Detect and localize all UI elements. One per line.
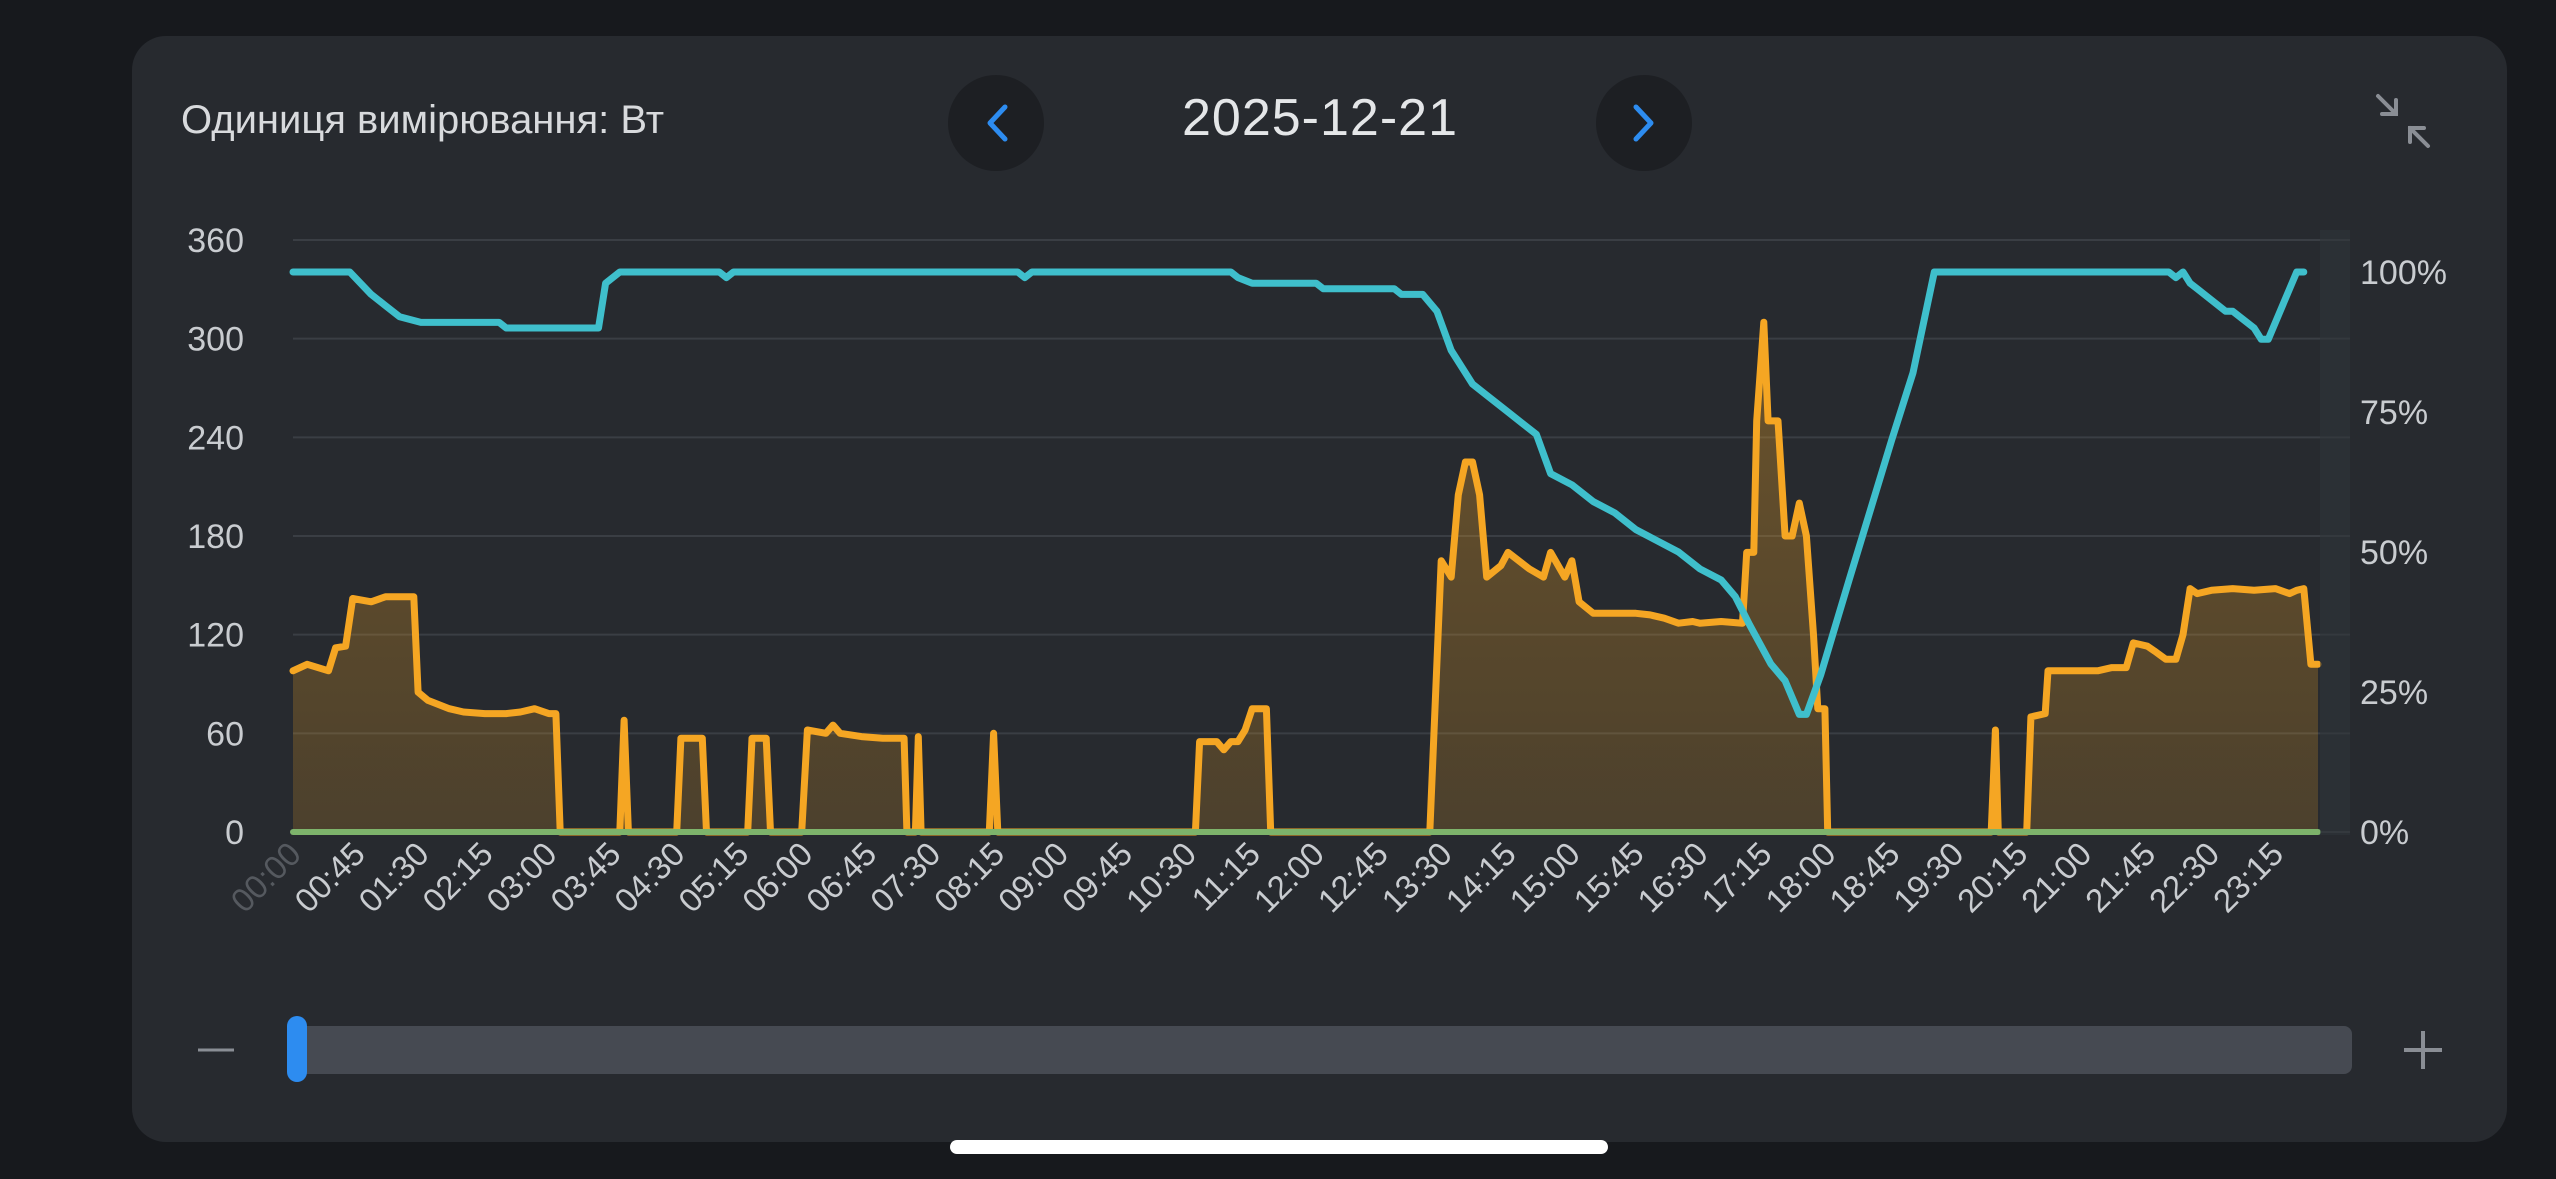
y-left-tick-label: 180 [187,518,244,556]
next-day-button[interactable] [1596,75,1692,171]
y-right-tick-label: 0% [2360,814,2409,852]
x-tick-label: 19:30 [1886,835,1971,920]
x-tick-label: 11:15 [1184,835,1267,918]
x-tick-label: 16:30 [1630,835,1715,920]
y-right-tick-label: 75% [2360,394,2428,432]
x-tick-label: 15:00 [1502,835,1587,920]
x-tick-label: 13:30 [1374,835,1459,920]
y-left-tick-label: 240 [187,419,244,457]
x-tick-label: 23:15 [2206,835,2291,920]
x-tick-label: 02:15 [415,835,500,920]
x-tick-label: 14:15 [1438,835,1523,920]
x-tick-label: 09:00 [991,835,1076,920]
y-right-tick-label: 50% [2360,534,2428,572]
x-tick-label: 18:45 [1822,835,1907,920]
x-tick-label: 06:45 [799,835,884,920]
y-left-tick-label: 120 [187,617,244,655]
power-series-area [293,322,2318,832]
x-tick-label: 18:00 [1758,835,1843,920]
x-tick-label: 12:00 [1247,835,1332,920]
zoom-slider-handle[interactable] [287,1016,307,1082]
x-tick-label: 10:30 [1119,835,1204,920]
x-tick-label: 22:30 [2142,835,2227,920]
chevron-left-icon [987,104,1008,142]
zoom-slider-track[interactable] [288,1026,2352,1074]
x-tick-label: 04:30 [607,835,692,920]
y-right-tick-label: 100% [2360,254,2447,292]
x-tick-label: 08:15 [927,835,1012,920]
x-tick-label: 03:00 [479,835,564,920]
x-tick-label: 21:45 [2078,835,2163,920]
chevron-right-icon [1633,104,1654,142]
prev-day-button[interactable] [948,75,1044,171]
home-indicator [950,1140,1608,1154]
x-tick-label: 21:00 [2014,835,2099,920]
y-left-tick-label: 0 [225,814,244,852]
battery-series-line [289,268,2308,718]
x-tick-label: 07:30 [863,835,948,920]
x-tick-label: 15:45 [1566,835,1651,920]
x-tick-label: 03:45 [543,835,628,920]
zoom-out-button[interactable] [190,1030,240,1070]
power-series-line [289,318,2322,836]
x-tick-label: 01:30 [351,835,436,920]
y-left-tick-label: 60 [206,715,244,753]
x-tick-label: 12:45 [1310,835,1395,920]
x-tick-label: 17:15 [1694,835,1779,920]
x-tick-label: 20:15 [1950,835,2035,920]
plus-icon [2404,1031,2442,1069]
x-tick-label: 00:45 [287,835,372,920]
unit-label: Одиниця вимірювання: Вт [181,98,665,142]
zoom-in-button[interactable] [2398,1020,2448,1080]
x-tick-label: 06:00 [735,835,820,920]
chart-card [132,36,2507,1142]
date-display: 2025-12-21 [1182,89,1458,147]
y-left-tick-label: 360 [187,222,244,260]
x-tick-label: 09:45 [1055,835,1140,920]
y-right-tick-label: 25% [2360,674,2428,712]
collapse-button[interactable] [2370,88,2440,158]
minus-icon [198,1048,234,1052]
y-left-tick-label: 300 [187,321,244,359]
collapse-icon [2376,94,2430,148]
x-tick-label: 05:15 [671,835,756,920]
